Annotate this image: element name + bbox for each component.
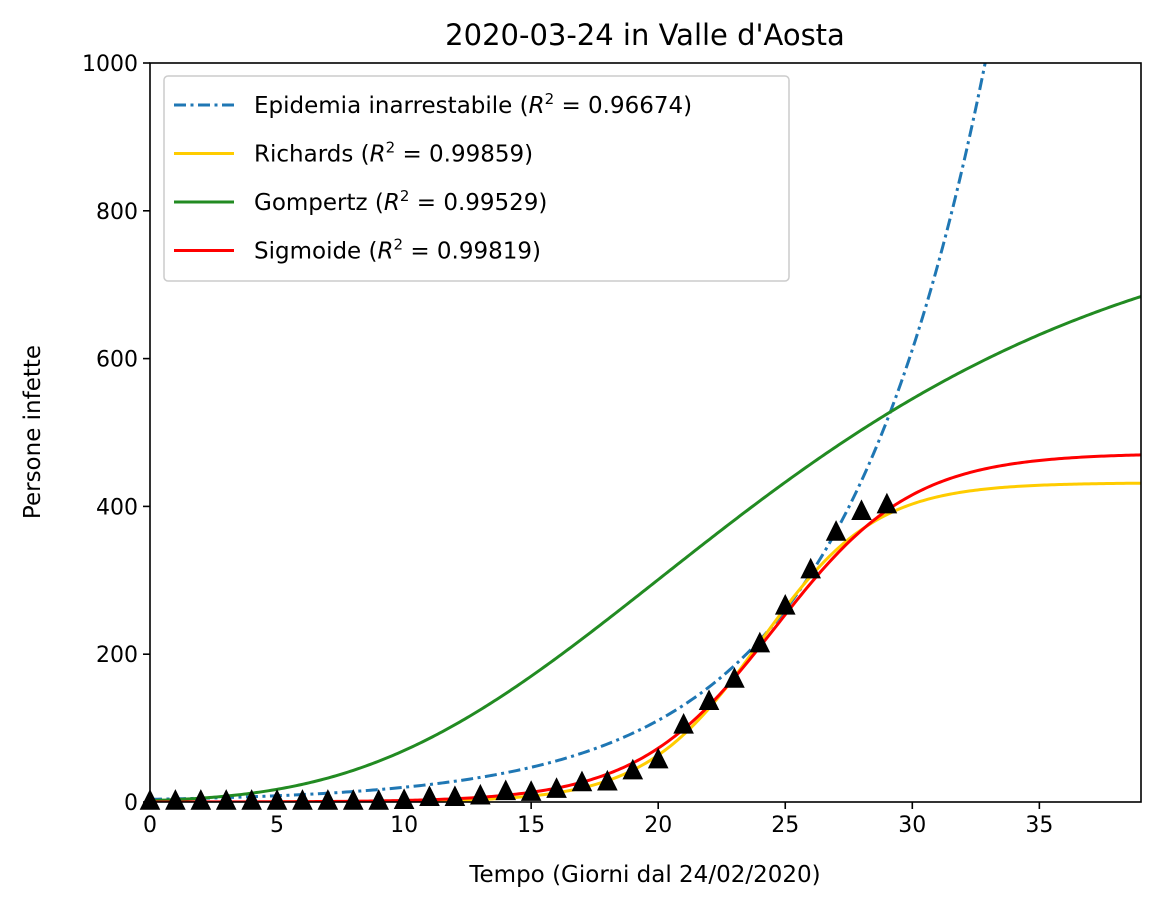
observation-point bbox=[215, 789, 237, 810]
observation-point bbox=[749, 631, 771, 653]
series-line-3 bbox=[150, 295, 1141, 802]
x-tick-label: 0 bbox=[143, 813, 157, 838]
y-tick-label: 1000 bbox=[82, 52, 138, 77]
observation-point bbox=[444, 785, 466, 807]
observation-point bbox=[165, 789, 186, 810]
legend-box bbox=[163, 75, 790, 282]
x-tick-label: 20 bbox=[644, 813, 672, 838]
y-tick-label: 400 bbox=[96, 495, 138, 520]
x-tick-label: 30 bbox=[898, 813, 926, 838]
observation-point bbox=[190, 789, 212, 810]
x-axis: 0 5 10 15 20 25 30 35 bbox=[143, 802, 1053, 838]
y-axis-label: Persone infette bbox=[20, 345, 46, 519]
legend-label-4: Sigmoide (R2 = 0.99819) bbox=[254, 236, 541, 265]
observation-point bbox=[419, 785, 440, 807]
observation-markers bbox=[139, 492, 898, 810]
observation-point bbox=[546, 777, 567, 798]
x-tick-label: 15 bbox=[517, 813, 545, 838]
legend-label-2: Richards (R2 = 0.99859) bbox=[254, 139, 533, 168]
y-tick-label: 0 bbox=[124, 791, 138, 816]
observation-point bbox=[342, 789, 364, 810]
observation-point bbox=[470, 783, 491, 805]
series-line-1 bbox=[150, 63, 987, 801]
observation-point bbox=[647, 747, 669, 769]
legend: Epidemia inarrestabile (R2 = 0.96674) Ric… bbox=[163, 75, 790, 282]
observation-point bbox=[241, 789, 262, 810]
legend-label-1: Epidemia inarrestabile (R2 = 0.96674) bbox=[254, 90, 692, 119]
observation-point bbox=[673, 712, 694, 734]
x-tick-label: 35 bbox=[1025, 813, 1053, 838]
observation-point bbox=[800, 557, 821, 579]
observation-point bbox=[876, 492, 898, 514]
observation-point bbox=[495, 779, 517, 801]
observation-point bbox=[597, 769, 618, 791]
y-tick-label: 800 bbox=[96, 200, 138, 225]
x-axis-label: Tempo (Giorni dal 24/02/2020) bbox=[468, 862, 820, 888]
x-tick-label: 5 bbox=[270, 813, 284, 838]
chart-title: 2020-03-24 in Valle d'Aosta bbox=[445, 18, 845, 52]
observation-point bbox=[851, 499, 872, 521]
observation-point bbox=[825, 520, 847, 541]
observation-point bbox=[520, 780, 542, 801]
plot-frame bbox=[149, 62, 1142, 803]
observation-point bbox=[622, 758, 644, 780]
observation-point bbox=[774, 594, 796, 615]
y-tick-label: 600 bbox=[96, 348, 138, 373]
y-axis: 0 200 400 600 800 1000 bbox=[82, 52, 150, 816]
observation-point bbox=[266, 789, 288, 810]
legend-label-3: Gompertz (R2 = 0.99529) bbox=[254, 187, 547, 216]
y-tick-label: 200 bbox=[96, 643, 138, 668]
observation-point bbox=[368, 789, 390, 810]
observation-point bbox=[292, 789, 313, 810]
x-tick-label: 25 bbox=[771, 813, 799, 838]
x-tick-label: 10 bbox=[390, 813, 418, 838]
observation-point bbox=[317, 789, 339, 810]
observation-point bbox=[571, 770, 593, 792]
observation-point bbox=[724, 667, 745, 688]
observation-point bbox=[698, 689, 720, 710]
